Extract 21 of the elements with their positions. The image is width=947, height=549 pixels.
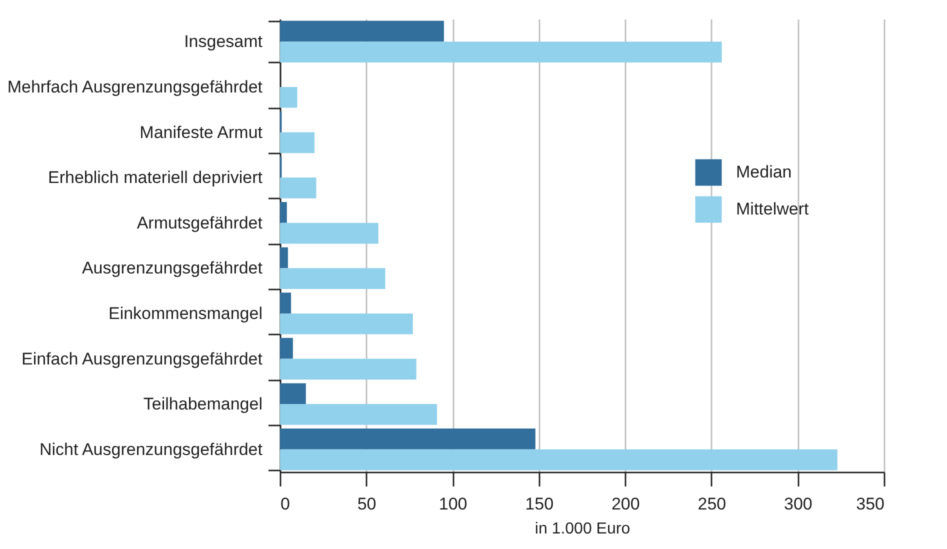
x-tick-label: 0	[280, 494, 290, 514]
x-tick-label: 300	[784, 494, 812, 514]
y-tick-label: Insgesamt	[184, 32, 263, 52]
y-tick-label: Erheblich materiell depriviert	[48, 168, 263, 188]
x-tick-label: 350	[856, 494, 884, 514]
x-tick-label: 100	[438, 494, 468, 514]
y-tick-label: Mehrfach Ausgrenzungsgefährdet	[7, 77, 263, 96]
x-tick-label: 150	[525, 494, 554, 514]
x-axis-title: in 1.000 Euro	[534, 520, 630, 538]
y-tick-label: Teilhabemangel	[143, 394, 262, 414]
x-tick-label: 50	[357, 494, 376, 514]
legend-label: Median	[736, 162, 792, 182]
x-tick-label: 250	[698, 494, 726, 514]
y-tick-label: Einfach Ausgrenzungsgefährdet	[21, 349, 263, 368]
x-tick-label: 200	[611, 494, 640, 514]
y-tick-label: Ausgrenzungsgefährdet	[82, 258, 263, 278]
y-tick-label: Armutsgefährdet	[136, 213, 263, 232]
y-tick-label: Nicht Ausgrenzungsgefährdet	[39, 440, 263, 459]
y-tick-label: Einkommensmangel	[108, 304, 262, 323]
y-tick-label: Manifeste Armut	[140, 122, 263, 142]
legend-label: Mittelwert	[736, 200, 810, 218]
